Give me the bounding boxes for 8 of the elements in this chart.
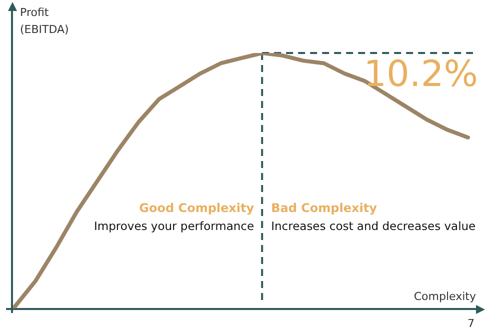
y-axis-title: Profit (EBITDA) (20, 6, 69, 36)
text: 7 (468, 317, 474, 330)
x-axis-title: Complexity (414, 290, 476, 303)
annotation: Improves your performance (94, 219, 254, 233)
annotation: 10.2% (364, 54, 478, 95)
annotation: Increases cost and decreases value (271, 219, 476, 233)
annotation: Bad Complexity (271, 201, 378, 215)
annotation: Good Complexity (139, 201, 254, 215)
